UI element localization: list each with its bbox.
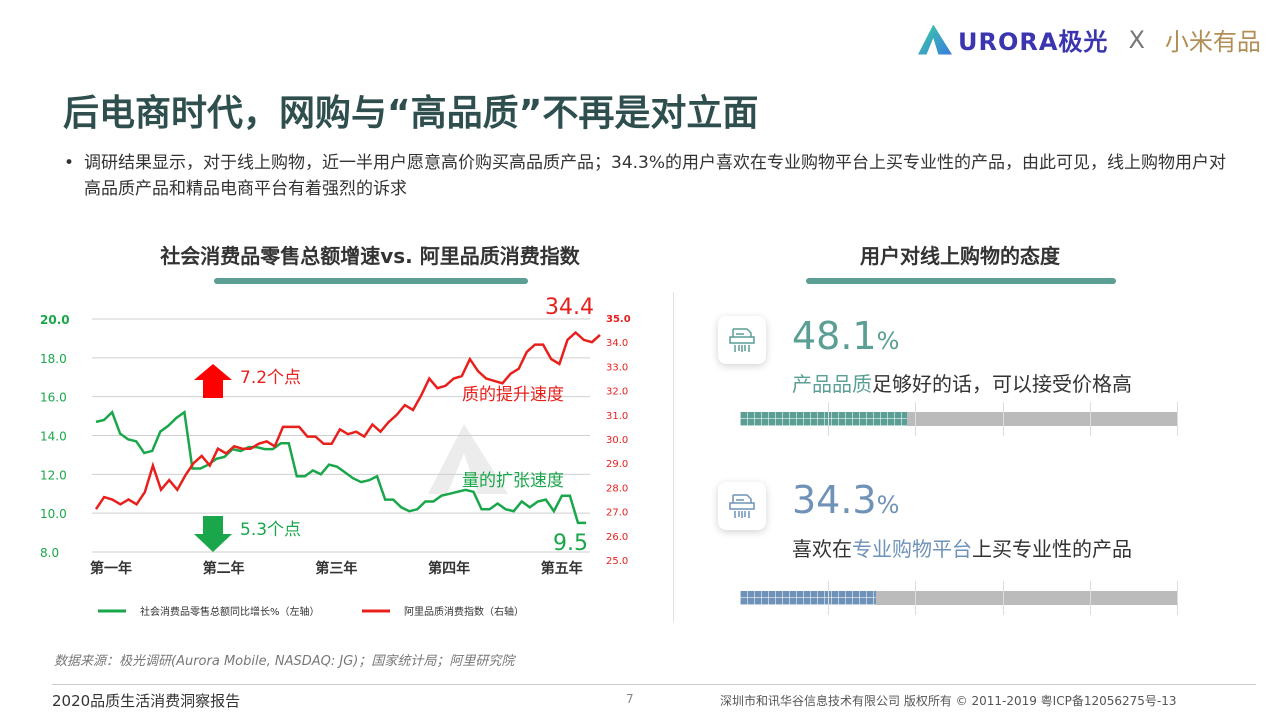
progress-fill xyxy=(740,412,907,426)
up-annotation: 7.2个点 xyxy=(240,368,301,388)
section-divider xyxy=(673,292,674,622)
stat-unit: % xyxy=(876,327,900,355)
shredder-icon xyxy=(718,316,766,364)
x-axis-tick: 第五年 xyxy=(541,560,583,577)
right-axis-tick: 28.0 xyxy=(606,483,628,494)
stat-desc-platform: 喜欢在专业购物平台上买专业性的产品 xyxy=(792,533,1132,562)
page-number: 7 xyxy=(626,692,634,706)
progress-fill xyxy=(740,591,876,605)
left-axis-tick: 20.0 xyxy=(40,313,70,327)
aurora-xiaomi-logo: URORA极光 X 小米有品 xyxy=(918,22,1261,57)
up-arrow-icon xyxy=(194,364,232,398)
right-axis-tick: 27.0 xyxy=(606,508,628,519)
red-label: 质的提升速度 xyxy=(462,385,564,405)
stat-number: 48.1 xyxy=(792,314,877,358)
stat-number: 34.3 xyxy=(792,478,877,522)
summary-bullet: 调研结果显示，对于线上购物，近一半用户愿意高价购买高品质产品；34.3%的用户喜… xyxy=(62,150,1232,202)
stat-highlight: 产品品质 xyxy=(792,372,872,396)
series-line-ali-quality-index xyxy=(94,330,601,510)
left-axis-tick: 12.0 xyxy=(40,468,67,482)
right-axis-tick: 25.0 xyxy=(606,556,628,567)
stat-pre: 喜欢在 xyxy=(792,537,852,561)
attitude-title-underline xyxy=(806,278,1116,284)
right-axis-tick: 35.0 xyxy=(606,314,631,325)
stat-value-platform: 34.3% xyxy=(792,478,899,522)
chart-title: 社会消费品零售总额增速vs. 阿里品质消费指数 xyxy=(160,244,580,268)
right-axis-tick: 30.0 xyxy=(606,435,628,446)
x-axis-tick: 第三年 xyxy=(315,560,357,577)
x-axis-tick: 第二年 xyxy=(203,560,245,577)
legend-label-red: 阿里品质消费指数（右轴） xyxy=(404,605,524,618)
series-line-retail-growth xyxy=(95,409,586,525)
footer-divider xyxy=(52,684,1256,685)
legend-label-green: 社会消费品零售总额同比增长%（左轴） xyxy=(140,605,320,618)
aurora-logo-icon xyxy=(918,24,952,55)
copyright: 深圳市和讯华谷信息技术有限公司 版权所有 © 2011-2019 粤ICP备12… xyxy=(720,694,1177,708)
progress-bar-quality xyxy=(740,402,1178,436)
page-title: 后电商时代，网购与“高品质”不再是对立面 xyxy=(63,93,759,134)
left-axis-tick: 10.0 xyxy=(40,507,67,521)
shredder-icon xyxy=(718,482,766,530)
left-axis-tick: 14.0 xyxy=(40,430,67,444)
left-axis-tick: 18.0 xyxy=(40,352,67,366)
right-axis-tick: 29.0 xyxy=(606,459,628,470)
right-axis-tick: 34.0 xyxy=(606,338,628,349)
stat-unit: % xyxy=(876,491,900,519)
stat-text: 上买专业性的产品 xyxy=(972,537,1132,561)
report-name: 2020品质生活消费洞察报告 xyxy=(52,692,241,710)
down-annotation: 5.3个点 xyxy=(240,520,301,540)
stat-value-quality: 48.1% xyxy=(792,314,899,358)
partner-logo: 小米有品 xyxy=(1164,28,1261,56)
chart-title-underline xyxy=(214,278,528,284)
down-arrow-icon xyxy=(194,516,232,552)
stat-highlight: 专业购物平台 xyxy=(852,537,972,561)
brand-name: URORA极光 xyxy=(958,28,1109,56)
green-label: 量的扩张速度 xyxy=(462,471,564,491)
x-axis-tick: 第四年 xyxy=(428,560,470,577)
progress-bar-platform xyxy=(740,581,1178,615)
red-end-label: 34.4 xyxy=(545,295,594,320)
stat-card-platform xyxy=(718,482,766,530)
stat-desc-quality: 产品品质足够好的话，可以接受价格高 xyxy=(792,368,1132,397)
x-axis-tick: 第一年 xyxy=(90,560,132,577)
right-axis-tick: 32.0 xyxy=(606,387,628,398)
right-axis-tick: 33.0 xyxy=(606,362,628,373)
data-source: 数据来源：极光调研(Aurora Mobile, NASDAQ: JG)；国家统… xyxy=(54,654,515,669)
right-axis-tick: 26.0 xyxy=(606,532,628,543)
left-axis-tick: 8.0 xyxy=(40,546,59,560)
green-end-label: 9.5 xyxy=(553,531,588,556)
logo-separator: X xyxy=(1128,25,1145,54)
right-axis-tick: 31.0 xyxy=(606,411,628,422)
stat-card-quality xyxy=(718,316,766,364)
attitude-title: 用户对线上购物的态度 xyxy=(860,244,1060,268)
left-axis-tick: 16.0 xyxy=(40,391,67,405)
line-chart: 20.0 18.0 16.0 14.0 12.0 10.0 8.0 35.0 34.0 33.0 3… xyxy=(40,295,631,618)
stat-text: 足够好的话，可以接受价格高 xyxy=(872,372,1132,396)
